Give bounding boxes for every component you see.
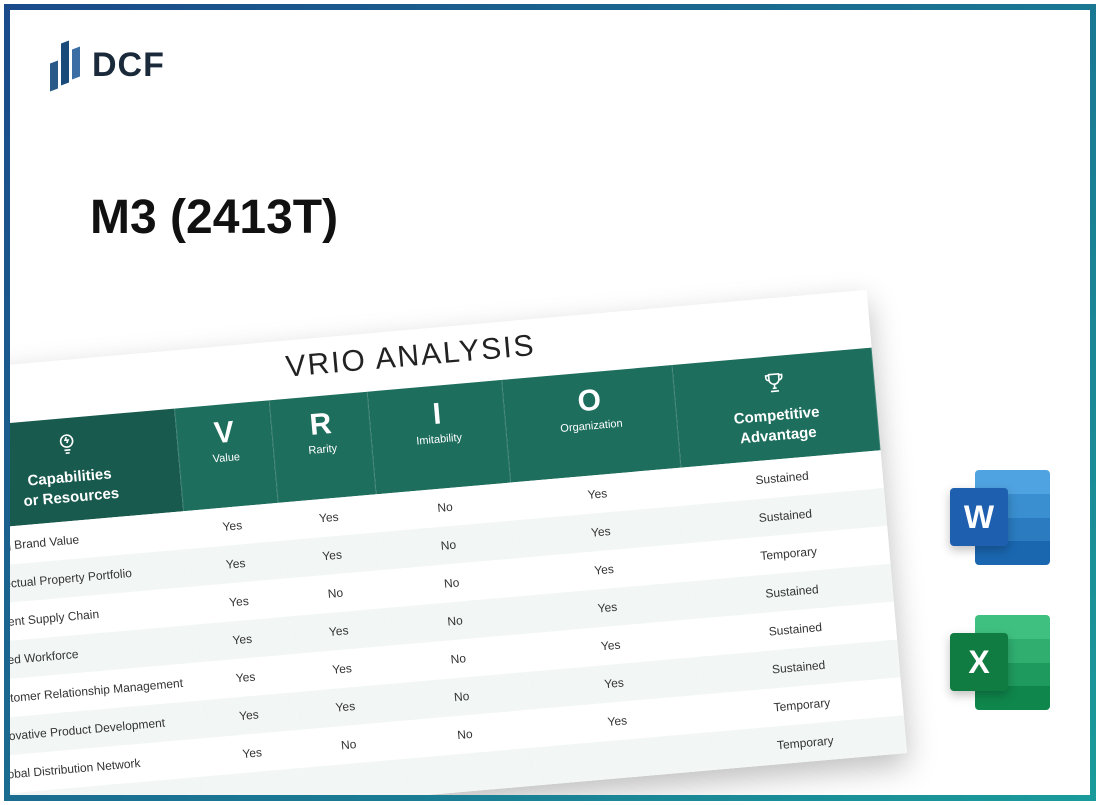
col-capabilities-label: Capabilities or Resources bbox=[23, 465, 120, 509]
col-advantage-label: Competitive Advantage bbox=[733, 403, 820, 446]
file-icons-group: W X bbox=[950, 470, 1050, 710]
slide-frame: DCF M3 (2413T) VRIO ANALYSIS Capabilitie… bbox=[4, 4, 1096, 801]
col-rarity: R Rarity bbox=[269, 392, 376, 503]
excel-icon: X bbox=[950, 615, 1050, 710]
col-capabilities: Capabilities or Resources bbox=[4, 409, 183, 531]
col-rarity-small: Rarity bbox=[282, 440, 364, 459]
lightbulb-icon bbox=[4, 423, 170, 471]
brand-name: DCF bbox=[92, 46, 165, 85]
col-value: V Value bbox=[174, 400, 278, 511]
col-organization: O Organization bbox=[502, 365, 681, 482]
col-advantage: Competitive Advantage bbox=[672, 348, 880, 468]
col-rarity-big: R bbox=[279, 406, 363, 443]
vrio-table-card: VRIO ANALYSIS Capabilities or Resources … bbox=[4, 290, 907, 801]
word-icon: W bbox=[950, 470, 1050, 565]
logo-bars-icon bbox=[50, 40, 80, 90]
trophy-icon bbox=[682, 362, 867, 408]
col-value-big: V bbox=[184, 415, 265, 452]
brand-logo: DCF bbox=[50, 40, 165, 90]
cell-rarity bbox=[301, 759, 402, 801]
page-title: M3 (2413T) bbox=[90, 190, 338, 245]
excel-letter: X bbox=[950, 633, 1008, 691]
col-imitability-big: I bbox=[377, 395, 497, 435]
word-letter: W bbox=[950, 488, 1008, 546]
col-value-small: Value bbox=[187, 449, 266, 468]
vrio-table: Capabilities or Resources V Value R Rari… bbox=[4, 348, 907, 801]
col-imitability: I Imitability bbox=[367, 380, 511, 494]
